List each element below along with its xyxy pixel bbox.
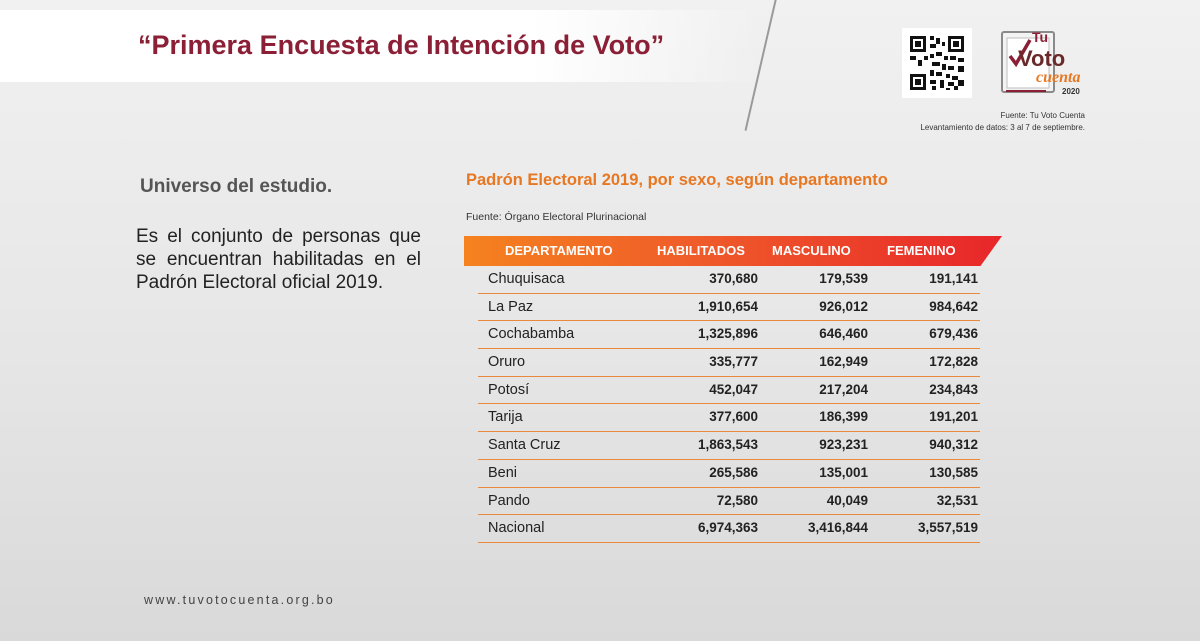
column-header-masculino: MASCULINO: [772, 243, 851, 258]
survey-source: Fuente: Tu Voto Cuenta Levantamiento de …: [920, 110, 1085, 134]
table-body: Chuquisaca 370,680 179,539 191,141 La Pa…: [478, 266, 980, 543]
svg-text:cuenta: cuenta: [1036, 69, 1080, 86]
survey-source-line: Fuente: Tu Voto Cuenta: [1000, 111, 1085, 120]
universe-description: Es el conjunto de personas que se encuen…: [136, 226, 421, 293]
cell-femenino: 679,436: [929, 326, 978, 342]
table-row: La Paz 1,910,654 926,012 984,642: [478, 294, 980, 322]
table-row: Chuquisaca 370,680 179,539 191,141: [478, 266, 980, 294]
svg-text:2020: 2020: [1062, 87, 1080, 96]
cell-masculino: 3,416,844: [807, 520, 868, 536]
survey-dates-line: Levantamiento de datos: 3 al 7 de septie…: [920, 123, 1085, 132]
section-heading: Universo del estudio.: [140, 176, 333, 197]
cell-masculino: 646,460: [819, 326, 868, 342]
cell-departamento: Pando: [488, 492, 530, 509]
cell-femenino: 191,141: [929, 271, 978, 286]
cell-habilitados: 72,580: [716, 492, 758, 508]
cell-femenino: 984,642: [929, 298, 978, 314]
cell-masculino: 923,231: [819, 437, 868, 453]
cell-habilitados: 370,680: [709, 271, 758, 286]
cell-masculino: 186,399: [819, 409, 868, 425]
cell-habilitados: 265,586: [709, 464, 758, 480]
column-header-femenino: FEMENINO: [887, 243, 956, 258]
svg-text:Tu: Tu: [1032, 29, 1048, 45]
cell-masculino: 40,049: [826, 492, 868, 508]
table-row: Pando 72,580 40,049 32,531: [478, 488, 980, 516]
cell-femenino: 130,585: [929, 464, 978, 480]
cell-femenino: 191,201: [929, 409, 978, 425]
svg-text:Voto: Voto: [1018, 46, 1065, 71]
cell-habilitados: 377,600: [709, 409, 758, 425]
cell-femenino: 234,843: [929, 381, 978, 397]
cell-departamento: Santa Cruz: [488, 437, 561, 454]
table-row: Oruro 335,777 162,949 172,828: [478, 349, 980, 377]
cell-femenino: 940,312: [929, 437, 978, 453]
cell-habilitados: 6,974,363: [697, 520, 758, 536]
table-row: Santa Cruz 1,863,543 923,231 940,312: [478, 432, 980, 460]
cell-masculino: 179,539: [819, 271, 868, 286]
tu-voto-cuenta-logo: Tu Voto cuenta 2020: [996, 26, 1092, 100]
cell-departamento: Potosí: [488, 381, 530, 398]
table-row-total: Nacional 6,974,363 3,416,844 3,557,519: [478, 515, 980, 543]
table-title: Padrón Electoral 2019, por sexo, según d…: [466, 171, 888, 189]
cell-masculino: 135,001: [819, 464, 868, 480]
cell-femenino: 172,828: [929, 354, 978, 370]
cell-femenino: 3,557,519: [917, 520, 978, 536]
cell-masculino: 162,949: [819, 354, 868, 370]
cell-departamento: La Paz: [488, 298, 534, 315]
cell-habilitados: 1,325,896: [697, 326, 758, 342]
cell-departamento: Nacional: [488, 520, 545, 537]
table-row: Beni 265,586 135,001 130,585: [478, 460, 980, 488]
table-row: Cochabamba 1,325,896 646,460 679,436: [478, 321, 980, 350]
cell-femenino: 32,531: [936, 492, 978, 508]
table-source: Fuente: Órgano Electoral Plurinacional: [466, 211, 647, 223]
cell-masculino: 926,012: [819, 298, 868, 314]
cell-departamento: Cochabamba: [488, 326, 575, 343]
qr-code-icon: [902, 28, 972, 98]
table-header: DEPARTAMENTO HABILITADOS MASCULINO FEMEN…: [464, 236, 1002, 266]
cell-habilitados: 452,047: [709, 381, 758, 397]
table-row: Tarija 377,600 186,399 191,201: [478, 404, 980, 433]
cell-departamento: Oruro: [488, 354, 526, 371]
title-band: [0, 10, 760, 82]
website-url: www.tuvotocuenta.org.bo: [144, 593, 335, 607]
cell-departamento: Beni: [488, 464, 518, 481]
table-row: Potosí 452,047 217,204 234,843: [478, 377, 980, 405]
cell-habilitados: 1,863,543: [697, 437, 758, 453]
cell-masculino: 217,204: [819, 381, 868, 397]
column-header-departamento: DEPARTAMENTO: [505, 243, 613, 258]
cell-departamento: Chuquisaca: [488, 271, 565, 287]
cell-habilitados: 335,777: [709, 354, 758, 370]
cell-departamento: Tarija: [488, 409, 523, 426]
column-header-habilitados: HABILITADOS: [657, 243, 745, 258]
page-title: “Primera Encuesta de Intención de Voto”: [138, 30, 665, 60]
cell-habilitados: 1,910,654: [697, 298, 758, 314]
